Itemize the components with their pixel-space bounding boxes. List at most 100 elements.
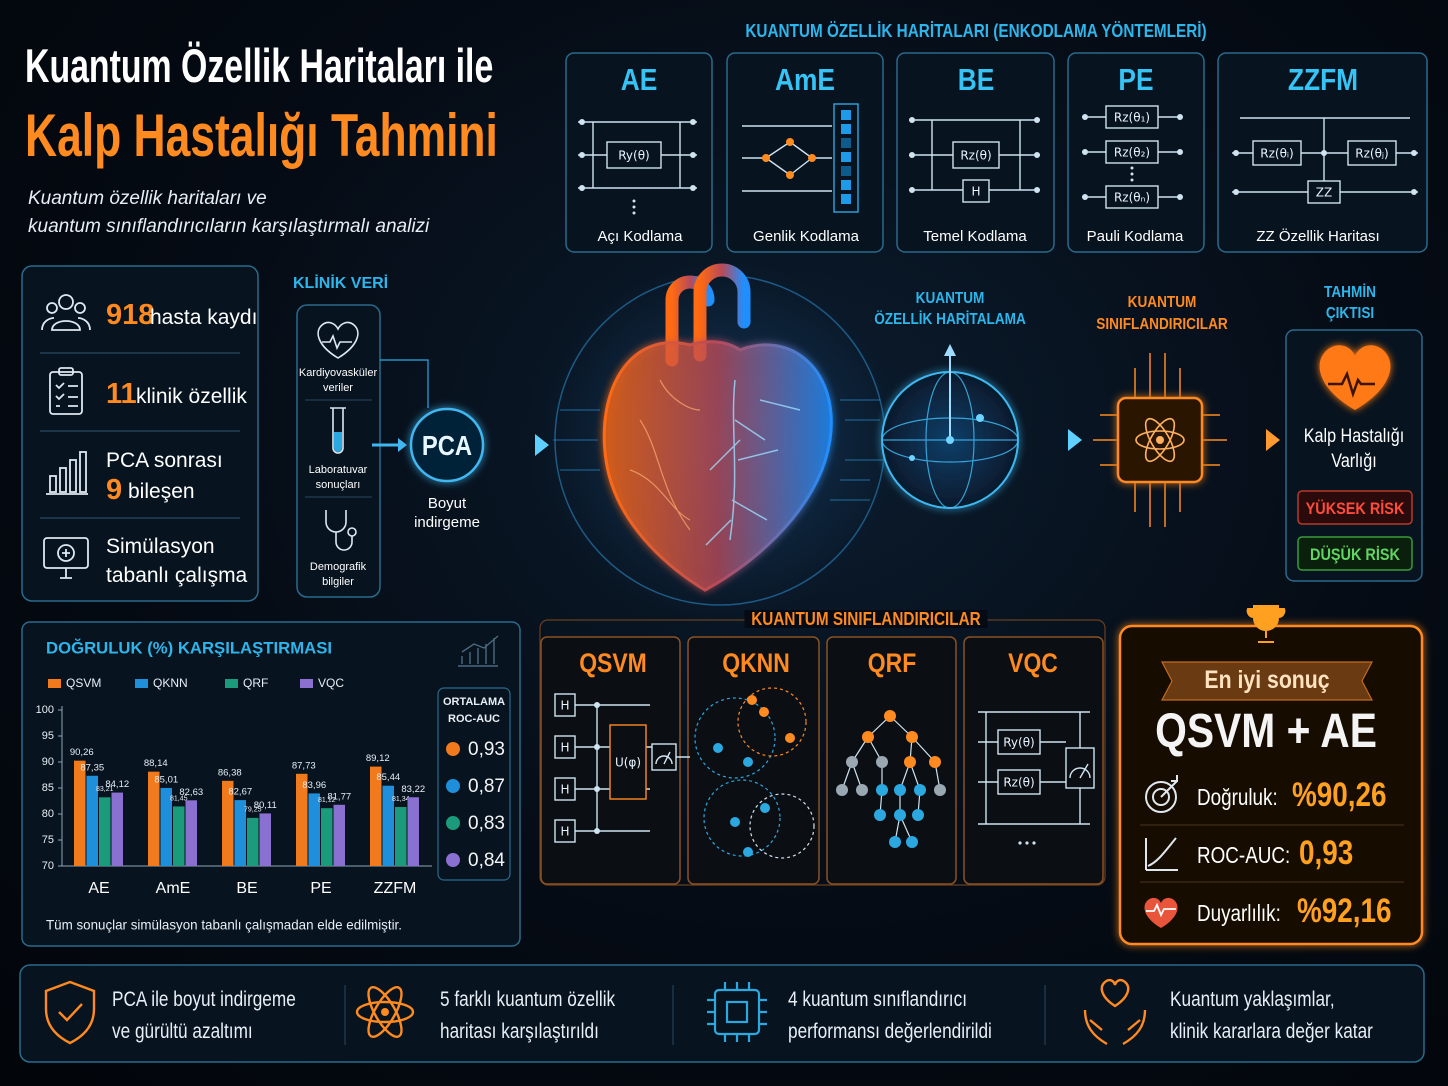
decor-circle xyxy=(786,171,794,179)
decor-path xyxy=(380,359,429,408)
decor-circle xyxy=(836,784,848,796)
decor-g xyxy=(629,379,701,531)
decor-path xyxy=(330,407,346,454)
decor-rect xyxy=(1252,140,1302,166)
legend-label: VQC xyxy=(318,676,344,690)
decor-circle xyxy=(862,731,874,743)
decor-path xyxy=(629,379,701,531)
legend-swatch xyxy=(300,679,313,688)
bar xyxy=(74,760,86,866)
decor-circle xyxy=(909,152,915,158)
chart-note: Tüm sonuçlar simülasyon tabanlı çalışmad… xyxy=(46,917,402,933)
footer-text: klinik kararlara değer katar xyxy=(1170,1020,1373,1043)
bar xyxy=(296,773,308,866)
decor-g xyxy=(836,756,946,796)
gate-label: U(φ) xyxy=(615,756,641,770)
encoding-name: Temel Kodlama xyxy=(923,228,1027,245)
decor-circle xyxy=(632,205,636,209)
best-label: Doğruluk: xyxy=(1197,784,1278,810)
footer-text: 4 kuantum sınıflandırıcı xyxy=(788,988,967,1011)
decor-circle xyxy=(594,702,600,708)
y-tick-label: 85 xyxy=(42,782,54,794)
decor-path xyxy=(978,711,1090,825)
decor-g xyxy=(1145,775,1178,871)
decor-circle xyxy=(1082,194,1088,200)
bar xyxy=(86,775,98,866)
output-title: TAHMİN xyxy=(1324,284,1376,301)
decor-g xyxy=(554,693,690,843)
roc-title: ROC-AUC xyxy=(448,713,500,725)
decor-circle xyxy=(743,757,753,767)
decor-path xyxy=(1083,1009,1147,1046)
decor-path xyxy=(1146,902,1176,918)
decor-path xyxy=(1069,763,1091,779)
value-label: 87,35 xyxy=(80,762,104,773)
encoding-name: Genlik Kodlama xyxy=(753,228,859,245)
value-label: 82,67 xyxy=(228,787,252,798)
encoding-name: Açı Kodlama xyxy=(597,228,683,245)
decor-rect xyxy=(841,166,851,176)
legend-swatch xyxy=(48,679,61,688)
bar xyxy=(382,785,394,866)
decor-path xyxy=(58,1003,83,1022)
decor-rect xyxy=(79,451,87,493)
value-label: 81,34 xyxy=(392,796,410,803)
value-label: 89,12 xyxy=(366,753,390,764)
value-label: 83,21 xyxy=(96,786,114,793)
decor-path xyxy=(553,399,885,501)
value-label: 86,38 xyxy=(218,767,242,778)
roc-value: 0,87 xyxy=(468,776,505,797)
decor-path xyxy=(51,320,81,331)
bar xyxy=(247,817,259,866)
decor-circle xyxy=(906,731,918,743)
x-tick-label: PE xyxy=(310,880,331,897)
roc-dot xyxy=(446,742,460,756)
decor-g xyxy=(1082,105,1182,209)
decor-path xyxy=(1328,370,1375,399)
decor-ellipse xyxy=(367,986,403,1038)
decor-rect xyxy=(554,819,576,843)
roc-dot xyxy=(446,853,460,867)
decor-ellipse xyxy=(367,986,403,1038)
classifier-name: VQC xyxy=(1008,648,1058,678)
decor-g xyxy=(841,715,941,843)
gate-label: Rz(θᵢ) xyxy=(1260,147,1294,161)
gate-label: H xyxy=(560,699,569,713)
risk-low: DÜŞÜK RİSK xyxy=(1310,545,1400,564)
mapping-label: KUANTUM xyxy=(915,290,985,307)
decor-g xyxy=(862,710,941,768)
decor-rect xyxy=(725,1000,749,1024)
decor-circle xyxy=(690,152,696,158)
decor-path xyxy=(458,635,499,667)
decor-circle xyxy=(1321,150,1327,156)
decor-circle xyxy=(74,302,86,314)
decor-circle xyxy=(759,707,769,717)
decor-circle xyxy=(730,817,740,827)
decor-circle xyxy=(1152,788,1170,806)
decor-g xyxy=(705,379,801,546)
bar xyxy=(185,800,197,866)
decor-circle xyxy=(579,119,585,125)
gate-label: Ry(θ) xyxy=(618,149,650,163)
legend-swatch xyxy=(225,679,238,688)
gate-label: H xyxy=(971,185,980,199)
decor-circle xyxy=(1082,149,1088,155)
decor-circle xyxy=(1032,841,1036,845)
decor-rect xyxy=(826,636,957,885)
value-label: 83,96 xyxy=(302,780,326,791)
decor-ellipse xyxy=(1144,417,1176,463)
decor-circle xyxy=(786,138,794,146)
decor-rect xyxy=(841,138,851,148)
decor-circle xyxy=(694,697,776,779)
best-label: Duyarlılık: xyxy=(1197,900,1281,926)
decor-circle xyxy=(713,743,723,753)
y-tick-label: 75 xyxy=(42,834,54,846)
decor-rect xyxy=(963,636,1104,885)
gate-label: H xyxy=(560,741,569,755)
decor-rect xyxy=(841,110,851,120)
decor-g xyxy=(305,399,372,498)
decor-rect xyxy=(833,103,859,213)
clinical-item: veriler xyxy=(323,382,353,394)
decor-g xyxy=(1232,117,1418,204)
title-line-2: Kalp Hastalığı Tahmini xyxy=(25,102,498,169)
